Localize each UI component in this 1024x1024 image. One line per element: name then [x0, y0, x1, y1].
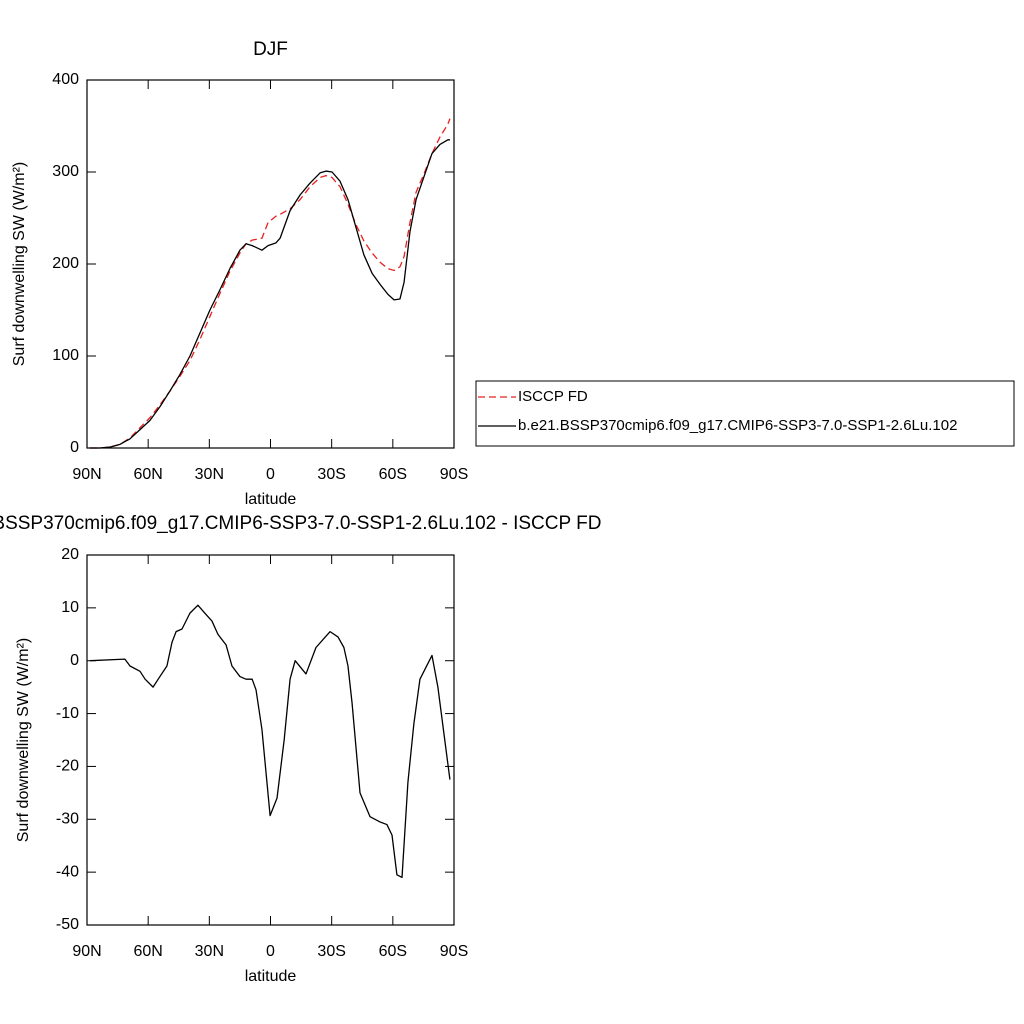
- data-line: [90, 118, 451, 449]
- x-tick-label: 30N: [195, 943, 224, 960]
- y-tick-label: -30: [56, 811, 79, 828]
- x-axis-label: latitude: [245, 491, 297, 508]
- data-line: [90, 139, 450, 449]
- y-tick-label: -20: [56, 758, 79, 775]
- y-tick-label: -10: [56, 705, 79, 722]
- x-tick-label: 90S: [440, 943, 468, 960]
- y-tick-label: -50: [56, 916, 79, 933]
- x-tick-label: 60S: [379, 466, 407, 483]
- x-tick-label: 90S: [440, 466, 468, 483]
- y-axis-label: Surf downwelling SW (W/m²): [11, 162, 28, 366]
- data-line: [90, 604, 451, 879]
- y-tick-label: 300: [52, 163, 79, 180]
- plot-frame: [86, 79, 455, 449]
- x-tick-label: 0: [266, 466, 275, 483]
- x-tick-label: 0: [266, 943, 275, 960]
- y-tick-label: -40: [56, 863, 79, 880]
- x-tick-label: 30N: [195, 466, 224, 483]
- x-tick-label: 60S: [379, 943, 407, 960]
- y-tick-label: 0: [70, 439, 79, 456]
- chart-title: b.e21.BSSP370cmip6.f09_g17.CMIP6-SSP3-7.…: [0, 513, 601, 534]
- x-tick-label: 60N: [133, 943, 162, 960]
- chart-title: DJF: [253, 39, 288, 60]
- x-tick-label: 30S: [317, 466, 345, 483]
- x-tick-label: 90N: [72, 943, 101, 960]
- legend-box: [475, 380, 1015, 447]
- plot-frame: [86, 554, 455, 926]
- y-tick-label: 400: [52, 71, 79, 88]
- y-tick-label: 10: [61, 599, 79, 616]
- y-tick-label: 0: [70, 652, 79, 669]
- x-axis-label: latitude: [245, 968, 297, 985]
- legend-label: ISCCP FD: [518, 388, 588, 405]
- y-axis-label: Surf downwelling SW (W/m²): [15, 638, 32, 842]
- x-tick-label: 60N: [133, 466, 162, 483]
- y-tick-label: 200: [52, 255, 79, 272]
- x-tick-label: 30S: [317, 943, 345, 960]
- y-tick-label: 20: [61, 546, 79, 563]
- legend: ISCCP FD b.e21.BSSP370cmip6.f09_g17.CMIP6…: [475, 380, 1015, 447]
- x-tick-label: 90N: [72, 466, 101, 483]
- legend-label: b.e21.BSSP370cmip6.f09_g17.CMIP6-SSP3-7.…: [518, 417, 957, 434]
- y-tick-label: 100: [52, 347, 79, 364]
